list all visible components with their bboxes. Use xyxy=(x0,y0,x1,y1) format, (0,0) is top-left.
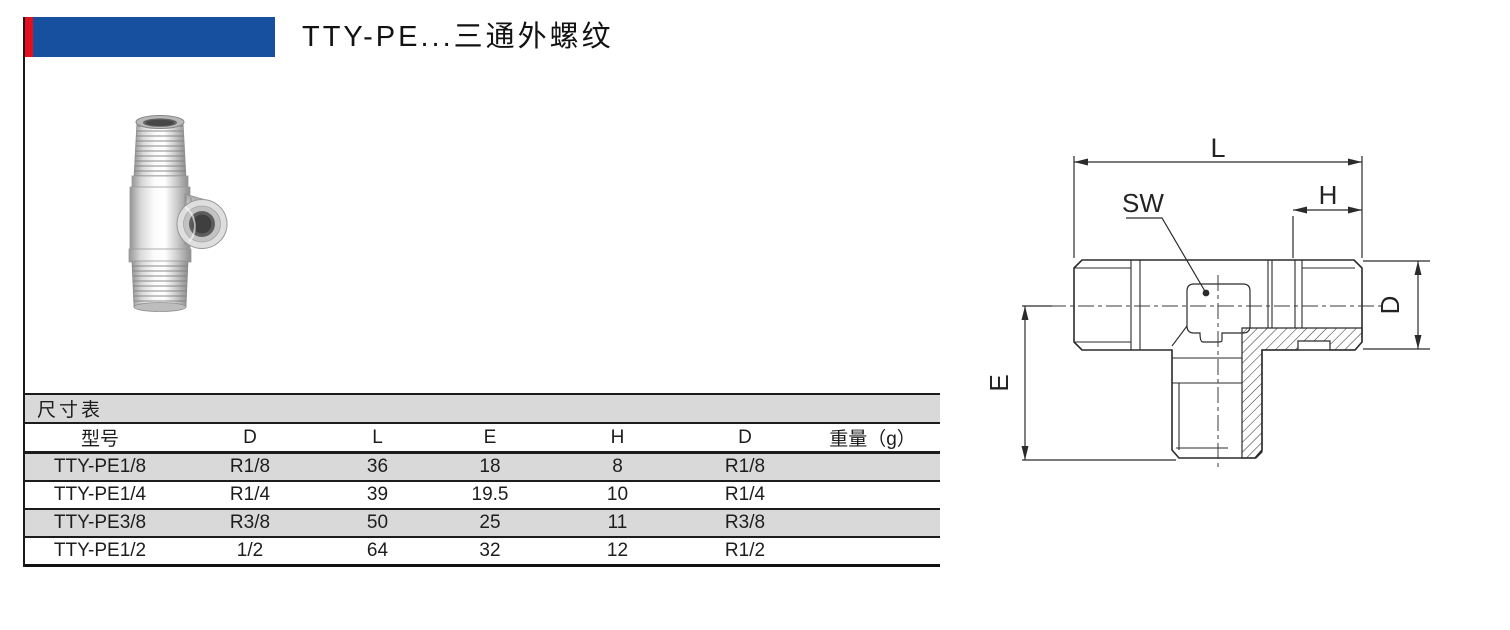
section-hatch xyxy=(1241,327,1363,459)
col-header-weight: 重量（g） xyxy=(805,423,941,454)
cell-e: 25 xyxy=(430,509,550,538)
dim-label-L: L xyxy=(1210,133,1225,163)
cell-model: TTY-PE1/4 xyxy=(25,481,175,510)
cell-d: R3/8 xyxy=(175,509,325,538)
col-header-model: 型号 xyxy=(25,423,175,454)
cell-l: 39 xyxy=(325,481,430,510)
table-row: TTY-PE1/4 R1/4 39 19.5 10 R1/4 xyxy=(25,481,941,510)
cell-d2: R1/2 xyxy=(685,537,805,567)
cell-h: 11 xyxy=(550,509,685,538)
cell-d2: R1/8 xyxy=(685,452,805,482)
cell-d: R1/8 xyxy=(175,452,325,482)
dim-label-H: H xyxy=(1319,180,1338,210)
dim-label-D: D xyxy=(1375,296,1405,315)
table-row: TTY-PE1/8 R1/8 36 18 8 R1/8 xyxy=(25,452,941,482)
cell-weight xyxy=(805,509,941,538)
cell-h: 12 xyxy=(550,537,685,567)
cell-l: 64 xyxy=(325,537,430,567)
left-rule-line xyxy=(23,17,25,567)
dim-label-E: E xyxy=(990,374,1014,391)
header-red-accent xyxy=(25,17,33,57)
cell-d2: R1/4 xyxy=(685,481,805,510)
cell-d2: R3/8 xyxy=(685,509,805,538)
cell-d: 1/2 xyxy=(175,537,325,567)
cell-d: R1/4 xyxy=(175,481,325,510)
cell-l: 36 xyxy=(325,452,430,482)
page-title: TTY-PE...三通外螺纹 xyxy=(302,21,614,53)
tee-fitting-photo xyxy=(128,115,228,312)
col-header-l: L xyxy=(325,423,430,454)
cell-model: TTY-PE3/8 xyxy=(25,509,175,538)
cell-weight xyxy=(805,537,941,567)
size-table-header-row: 型号 D L E H D 重量（g） xyxy=(25,423,941,454)
tee-fitting-drawing: L SW H D E xyxy=(990,133,1430,470)
cell-l: 50 xyxy=(325,509,430,538)
cell-e: 18 xyxy=(430,452,550,482)
col-header-e: E xyxy=(430,423,550,454)
cell-weight xyxy=(805,481,941,510)
col-header-d2: D xyxy=(685,423,805,454)
table-row: TTY-PE1/2 1/2 64 32 12 R1/2 xyxy=(25,537,941,567)
size-table-title-row: 尺寸表 xyxy=(25,393,941,424)
cell-model: TTY-PE1/2 xyxy=(25,537,175,567)
col-header-d: D xyxy=(175,423,325,454)
cell-e: 19.5 xyxy=(430,481,550,510)
table-row: TTY-PE3/8 R3/8 50 25 11 R3/8 xyxy=(25,509,941,538)
header-blue-bar xyxy=(33,17,275,57)
col-header-h: H xyxy=(550,423,685,454)
cell-e: 32 xyxy=(430,537,550,567)
cell-h: 10 xyxy=(550,481,685,510)
dim-label-SW: SW xyxy=(1122,188,1164,218)
cell-h: 8 xyxy=(550,452,685,482)
cell-model: TTY-PE1/8 xyxy=(25,452,175,482)
size-table-title: 尺寸表 xyxy=(25,393,941,424)
cell-weight xyxy=(805,452,941,482)
size-table: 尺寸表 型号 D L E H D 重量（g） TTY-PE1/8 R1/8 36… xyxy=(25,393,941,567)
